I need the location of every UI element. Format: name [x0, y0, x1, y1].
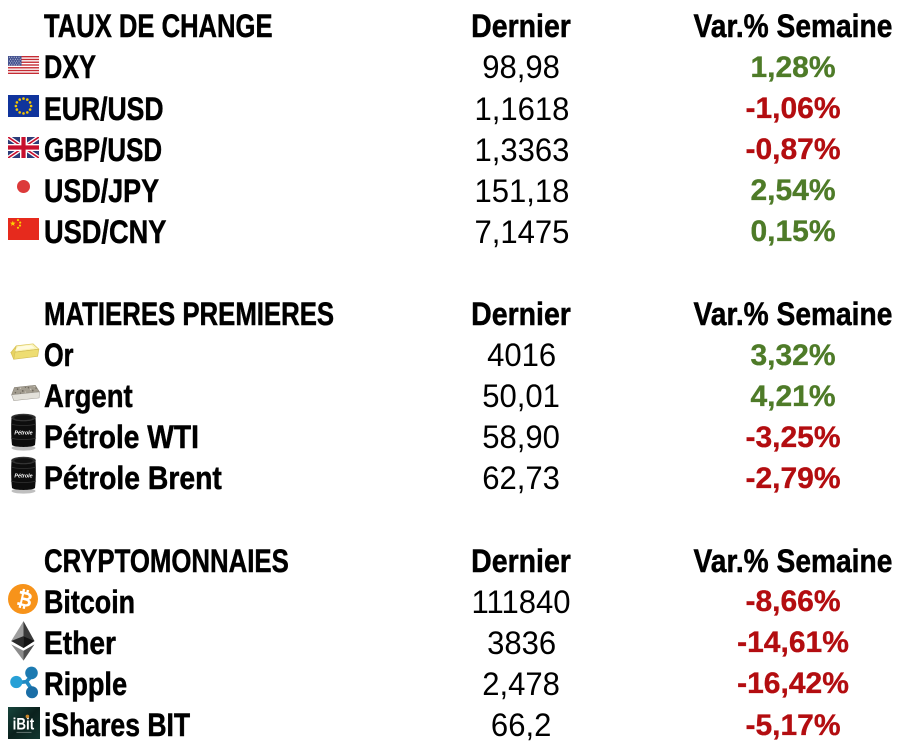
svg-text:Pétrole: Pétrole — [14, 474, 32, 480]
svg-text:Pétrole: Pétrole — [14, 431, 32, 437]
svg-text:iBit: iBit — [13, 715, 35, 734]
